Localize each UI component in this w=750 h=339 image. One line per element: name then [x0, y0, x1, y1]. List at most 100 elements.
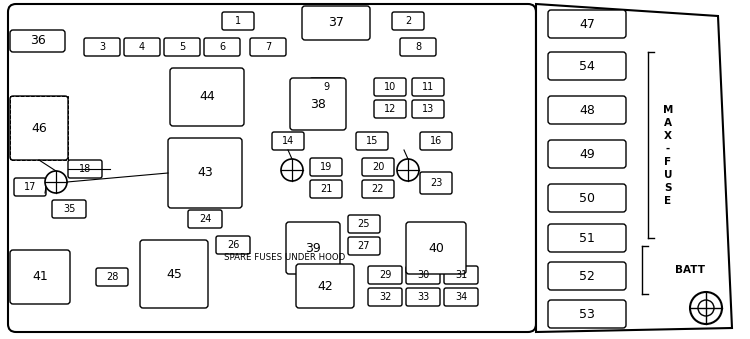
Text: -: -: [666, 144, 670, 154]
Text: 21: 21: [320, 184, 332, 194]
Text: 51: 51: [579, 232, 595, 244]
Text: 43: 43: [197, 166, 213, 179]
Text: 47: 47: [579, 18, 595, 31]
FancyBboxPatch shape: [10, 96, 68, 160]
Text: 5: 5: [178, 42, 185, 52]
Text: 34: 34: [454, 292, 467, 302]
FancyBboxPatch shape: [310, 78, 342, 96]
Text: 7: 7: [265, 42, 272, 52]
FancyBboxPatch shape: [290, 78, 346, 130]
Text: 23: 23: [430, 178, 442, 188]
FancyBboxPatch shape: [548, 262, 626, 290]
Text: 18: 18: [79, 164, 92, 174]
Text: 29: 29: [379, 270, 392, 280]
Text: 41: 41: [32, 271, 48, 283]
Text: 13: 13: [422, 104, 434, 114]
Text: 1: 1: [235, 16, 241, 26]
FancyBboxPatch shape: [420, 132, 452, 150]
FancyBboxPatch shape: [10, 30, 65, 52]
Text: SPARE FUSES UNDER HOOD: SPARE FUSES UNDER HOOD: [224, 253, 345, 261]
FancyBboxPatch shape: [548, 10, 626, 38]
FancyBboxPatch shape: [52, 200, 86, 218]
Text: 50: 50: [579, 192, 595, 204]
Text: 11: 11: [422, 82, 434, 92]
Circle shape: [281, 159, 303, 181]
FancyBboxPatch shape: [310, 180, 342, 198]
Text: 48: 48: [579, 103, 595, 117]
Text: 40: 40: [428, 241, 444, 255]
Text: 45: 45: [166, 267, 182, 280]
Text: 30: 30: [417, 270, 429, 280]
FancyBboxPatch shape: [68, 160, 102, 178]
FancyBboxPatch shape: [548, 140, 626, 168]
Text: 38: 38: [310, 98, 326, 111]
Text: 2: 2: [405, 16, 411, 26]
Text: 42: 42: [317, 279, 333, 293]
FancyBboxPatch shape: [548, 184, 626, 212]
Text: 6: 6: [219, 42, 225, 52]
Text: 36: 36: [30, 35, 45, 47]
FancyBboxPatch shape: [348, 237, 380, 255]
Text: 49: 49: [579, 147, 595, 160]
FancyBboxPatch shape: [444, 266, 478, 284]
Text: 26: 26: [226, 240, 239, 250]
Text: 22: 22: [372, 184, 384, 194]
Text: 14: 14: [282, 136, 294, 146]
Text: 27: 27: [358, 241, 370, 251]
FancyBboxPatch shape: [406, 288, 440, 306]
Text: M: M: [663, 105, 674, 115]
FancyBboxPatch shape: [368, 266, 402, 284]
Circle shape: [690, 292, 722, 324]
FancyBboxPatch shape: [362, 180, 394, 198]
FancyBboxPatch shape: [412, 78, 444, 96]
FancyBboxPatch shape: [250, 38, 286, 56]
FancyBboxPatch shape: [548, 96, 626, 124]
Text: 17: 17: [24, 182, 36, 192]
Bar: [10, 96, 68, 160]
FancyBboxPatch shape: [548, 52, 626, 80]
FancyBboxPatch shape: [170, 68, 244, 126]
FancyBboxPatch shape: [400, 38, 436, 56]
Text: BATT: BATT: [675, 265, 705, 275]
Text: 53: 53: [579, 307, 595, 320]
Text: 46: 46: [31, 121, 46, 135]
FancyBboxPatch shape: [14, 178, 46, 196]
FancyBboxPatch shape: [420, 172, 452, 194]
FancyBboxPatch shape: [374, 100, 406, 118]
Text: 19: 19: [320, 162, 332, 172]
Text: 16: 16: [430, 136, 442, 146]
Text: E: E: [664, 196, 671, 206]
Text: 9: 9: [323, 82, 329, 92]
FancyBboxPatch shape: [296, 264, 354, 308]
FancyBboxPatch shape: [84, 38, 120, 56]
Text: 20: 20: [372, 162, 384, 172]
FancyBboxPatch shape: [548, 224, 626, 252]
FancyBboxPatch shape: [168, 138, 242, 208]
Text: 31: 31: [454, 270, 467, 280]
FancyBboxPatch shape: [392, 12, 424, 30]
Text: 54: 54: [579, 60, 595, 73]
FancyBboxPatch shape: [444, 288, 478, 306]
FancyBboxPatch shape: [406, 222, 466, 274]
FancyBboxPatch shape: [302, 6, 370, 40]
Text: 25: 25: [358, 219, 370, 229]
Text: F: F: [664, 157, 671, 167]
Text: A: A: [664, 118, 672, 128]
FancyBboxPatch shape: [216, 236, 250, 254]
FancyBboxPatch shape: [412, 100, 444, 118]
Text: 12: 12: [384, 104, 396, 114]
Text: X: X: [664, 131, 672, 141]
Text: 44: 44: [200, 91, 214, 103]
Circle shape: [698, 300, 714, 316]
FancyBboxPatch shape: [286, 222, 340, 274]
FancyBboxPatch shape: [10, 250, 70, 304]
FancyBboxPatch shape: [188, 210, 222, 228]
Text: 52: 52: [579, 270, 595, 282]
Text: 32: 32: [379, 292, 392, 302]
Text: 39: 39: [305, 241, 321, 255]
FancyBboxPatch shape: [164, 38, 200, 56]
FancyBboxPatch shape: [8, 4, 536, 332]
Circle shape: [45, 171, 67, 193]
Text: U: U: [664, 170, 672, 180]
FancyBboxPatch shape: [548, 300, 626, 328]
